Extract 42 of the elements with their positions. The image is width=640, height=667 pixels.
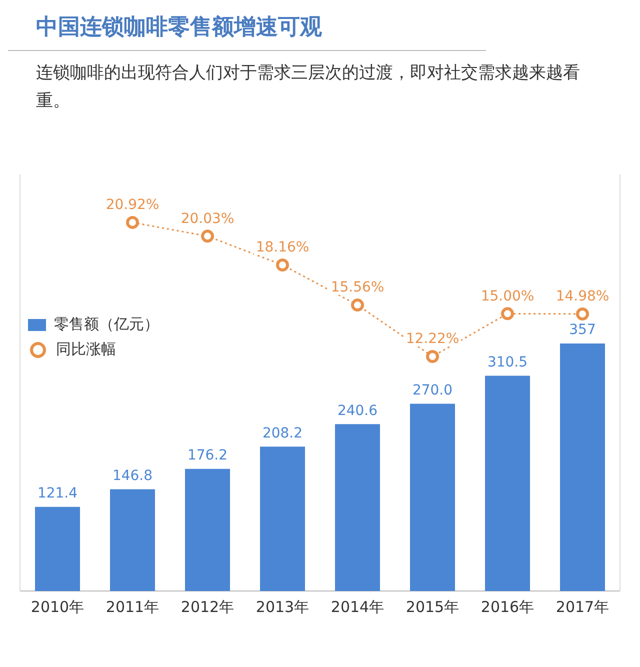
- point: [501, 307, 514, 320]
- data-label: 12.22%: [406, 331, 460, 348]
- bar: [485, 376, 530, 591]
- point: [201, 230, 214, 243]
- data-label: 18.16%: [256, 240, 310, 256]
- data-label: 20.92%: [106, 197, 160, 214]
- bar: [35, 506, 80, 591]
- x-tick-label: 2013年: [256, 598, 310, 616]
- data-label: 176.2: [187, 447, 228, 464]
- data-label: 357: [569, 322, 596, 338]
- data-label: 146.8: [112, 468, 153, 484]
- data-label: 14.98%: [556, 288, 610, 305]
- chart-title: 中国连锁咖啡零售额增速可观: [8, 8, 486, 51]
- point: [276, 258, 289, 272]
- chart-subtitle: 连锁咖啡的出现符合人们对于需求三层次的过渡，即对社交需求越来越看重。: [35, 62, 581, 113]
- point: [126, 216, 139, 229]
- data-label: 15.00%: [480, 288, 534, 304]
- x-tick-label: 2016年: [480, 598, 534, 616]
- point: [351, 298, 364, 312]
- legend-label: 零售额（亿元）: [54, 315, 159, 334]
- x-tick-label: 2012年: [180, 598, 234, 616]
- data-label: 20.03%: [180, 210, 234, 227]
- bar: [410, 404, 455, 591]
- bar: [560, 343, 605, 591]
- x-tick-label: 2011年: [106, 598, 160, 616]
- data-label: 240.6: [337, 402, 378, 419]
- bar: [185, 468, 230, 591]
- x-tick-label: 2010年: [30, 598, 84, 616]
- data-label: 270.0: [412, 382, 453, 398]
- bar: [110, 489, 155, 591]
- data-label: 121.4: [37, 485, 78, 502]
- x-tick-label: 2014年: [330, 598, 384, 616]
- data-label: 310.5: [487, 354, 528, 370]
- data-label: 15.56%: [330, 280, 384, 296]
- point: [576, 307, 589, 320]
- data-label: 208.2: [262, 425, 303, 442]
- x-tick-label: 2017年: [556, 598, 610, 616]
- bar: [260, 446, 305, 591]
- bar: [335, 424, 380, 591]
- x-tick-label: 2015年: [406, 598, 460, 616]
- point: [426, 350, 439, 363]
- legend-label: 同比涨幅: [56, 340, 116, 359]
